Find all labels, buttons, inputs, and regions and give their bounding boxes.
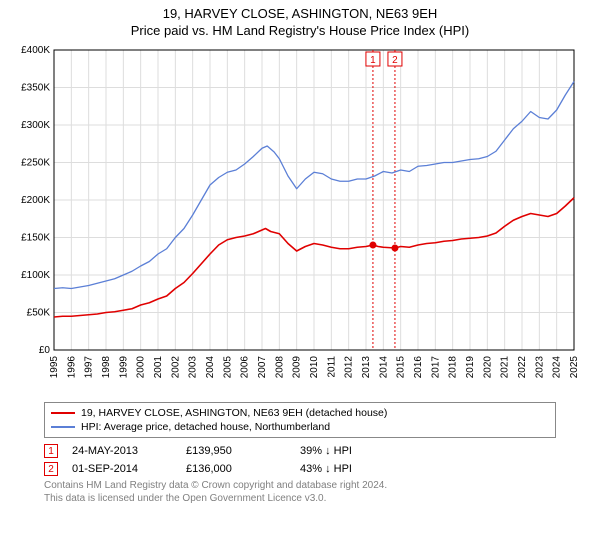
legend-label: 19, HARVEY CLOSE, ASHINGTON, NE63 9EH (d… bbox=[81, 407, 387, 419]
marker-badge: 1 bbox=[44, 444, 58, 458]
svg-text:2011: 2011 bbox=[326, 356, 337, 378]
chart-subtitle: Price paid vs. HM Land Registry's House … bbox=[10, 23, 590, 38]
marker-delta: 39% ↓ HPI bbox=[300, 445, 400, 457]
svg-text:£0: £0 bbox=[39, 345, 51, 356]
svg-text:£300K: £300K bbox=[21, 120, 50, 131]
legend-item: HPI: Average price, detached house, Nort… bbox=[51, 420, 549, 434]
svg-text:2014: 2014 bbox=[378, 356, 389, 379]
svg-text:1995: 1995 bbox=[49, 356, 60, 379]
svg-text:2004: 2004 bbox=[205, 356, 216, 379]
marker-row: 1 24-MAY-2013 £139,950 39% ↓ HPI bbox=[44, 444, 556, 458]
svg-text:2012: 2012 bbox=[344, 356, 355, 379]
svg-text:2020: 2020 bbox=[482, 356, 493, 379]
svg-text:2015: 2015 bbox=[396, 356, 407, 379]
legend-swatch bbox=[51, 426, 75, 428]
marker-badge: 2 bbox=[44, 462, 58, 476]
svg-text:2025: 2025 bbox=[569, 356, 580, 379]
svg-text:1999: 1999 bbox=[118, 356, 129, 379]
svg-text:1998: 1998 bbox=[101, 356, 112, 379]
svg-text:2019: 2019 bbox=[465, 356, 476, 379]
svg-text:2000: 2000 bbox=[136, 356, 147, 379]
svg-text:£50K: £50K bbox=[27, 308, 51, 319]
legend-label: HPI: Average price, detached house, Nort… bbox=[81, 421, 330, 433]
svg-text:2002: 2002 bbox=[170, 356, 181, 379]
svg-text:2024: 2024 bbox=[552, 356, 563, 379]
svg-text:£100K: £100K bbox=[21, 270, 50, 281]
svg-text:2022: 2022 bbox=[517, 356, 528, 379]
footnote-line: This data is licensed under the Open Gov… bbox=[44, 493, 556, 506]
svg-text:1996: 1996 bbox=[66, 356, 77, 379]
page-container: 19, HARVEY CLOSE, ASHINGTON, NE63 9EH Pr… bbox=[0, 0, 600, 509]
chart-area: £0 £50K £100K £150K £200K £250K £300K £350K £400… bbox=[10, 44, 590, 396]
marker-delta: 43% ↓ HPI bbox=[300, 463, 400, 475]
marker-date: 01-SEP-2014 bbox=[72, 463, 172, 475]
svg-text:2017: 2017 bbox=[430, 356, 441, 379]
marker-row: 2 01-SEP-2014 £136,000 43% ↓ HPI bbox=[44, 462, 556, 476]
footnote: Contains HM Land Registry data © Crown c… bbox=[44, 480, 556, 505]
chart-title: 19, HARVEY CLOSE, ASHINGTON, NE63 9EH bbox=[10, 6, 590, 21]
svg-text:1997: 1997 bbox=[84, 356, 95, 379]
svg-text:2010: 2010 bbox=[309, 356, 320, 379]
svg-text:2003: 2003 bbox=[188, 356, 199, 379]
svg-text:2021: 2021 bbox=[500, 356, 511, 379]
svg-text:2008: 2008 bbox=[274, 356, 285, 379]
svg-text:2001: 2001 bbox=[153, 356, 164, 379]
svg-text:2: 2 bbox=[392, 55, 398, 66]
svg-text:2009: 2009 bbox=[292, 356, 303, 379]
svg-text:£250K: £250K bbox=[21, 158, 50, 169]
footnote-line: Contains HM Land Registry data © Crown c… bbox=[44, 480, 556, 493]
svg-text:£200K: £200K bbox=[21, 195, 50, 206]
svg-text:2006: 2006 bbox=[240, 356, 251, 379]
legend: 19, HARVEY CLOSE, ASHINGTON, NE63 9EH (d… bbox=[44, 402, 556, 438]
marker-price: £139,950 bbox=[186, 445, 286, 457]
svg-text:2013: 2013 bbox=[361, 356, 372, 379]
svg-text:2023: 2023 bbox=[534, 356, 545, 379]
legend-swatch bbox=[51, 412, 75, 414]
svg-text:2007: 2007 bbox=[257, 356, 268, 379]
line-chart-svg: £0 £50K £100K £150K £200K £250K £300K £350K £400… bbox=[10, 44, 582, 396]
svg-text:£400K: £400K bbox=[21, 45, 50, 56]
svg-text:2018: 2018 bbox=[448, 356, 459, 379]
legend-item: 19, HARVEY CLOSE, ASHINGTON, NE63 9EH (d… bbox=[51, 406, 549, 420]
svg-text:2005: 2005 bbox=[222, 356, 233, 379]
svg-text:2016: 2016 bbox=[413, 356, 424, 379]
svg-text:1: 1 bbox=[370, 55, 376, 66]
marker-date: 24-MAY-2013 bbox=[72, 445, 172, 457]
svg-text:£150K: £150K bbox=[21, 233, 50, 244]
marker-price: £136,000 bbox=[186, 463, 286, 475]
svg-text:£350K: £350K bbox=[21, 83, 50, 94]
